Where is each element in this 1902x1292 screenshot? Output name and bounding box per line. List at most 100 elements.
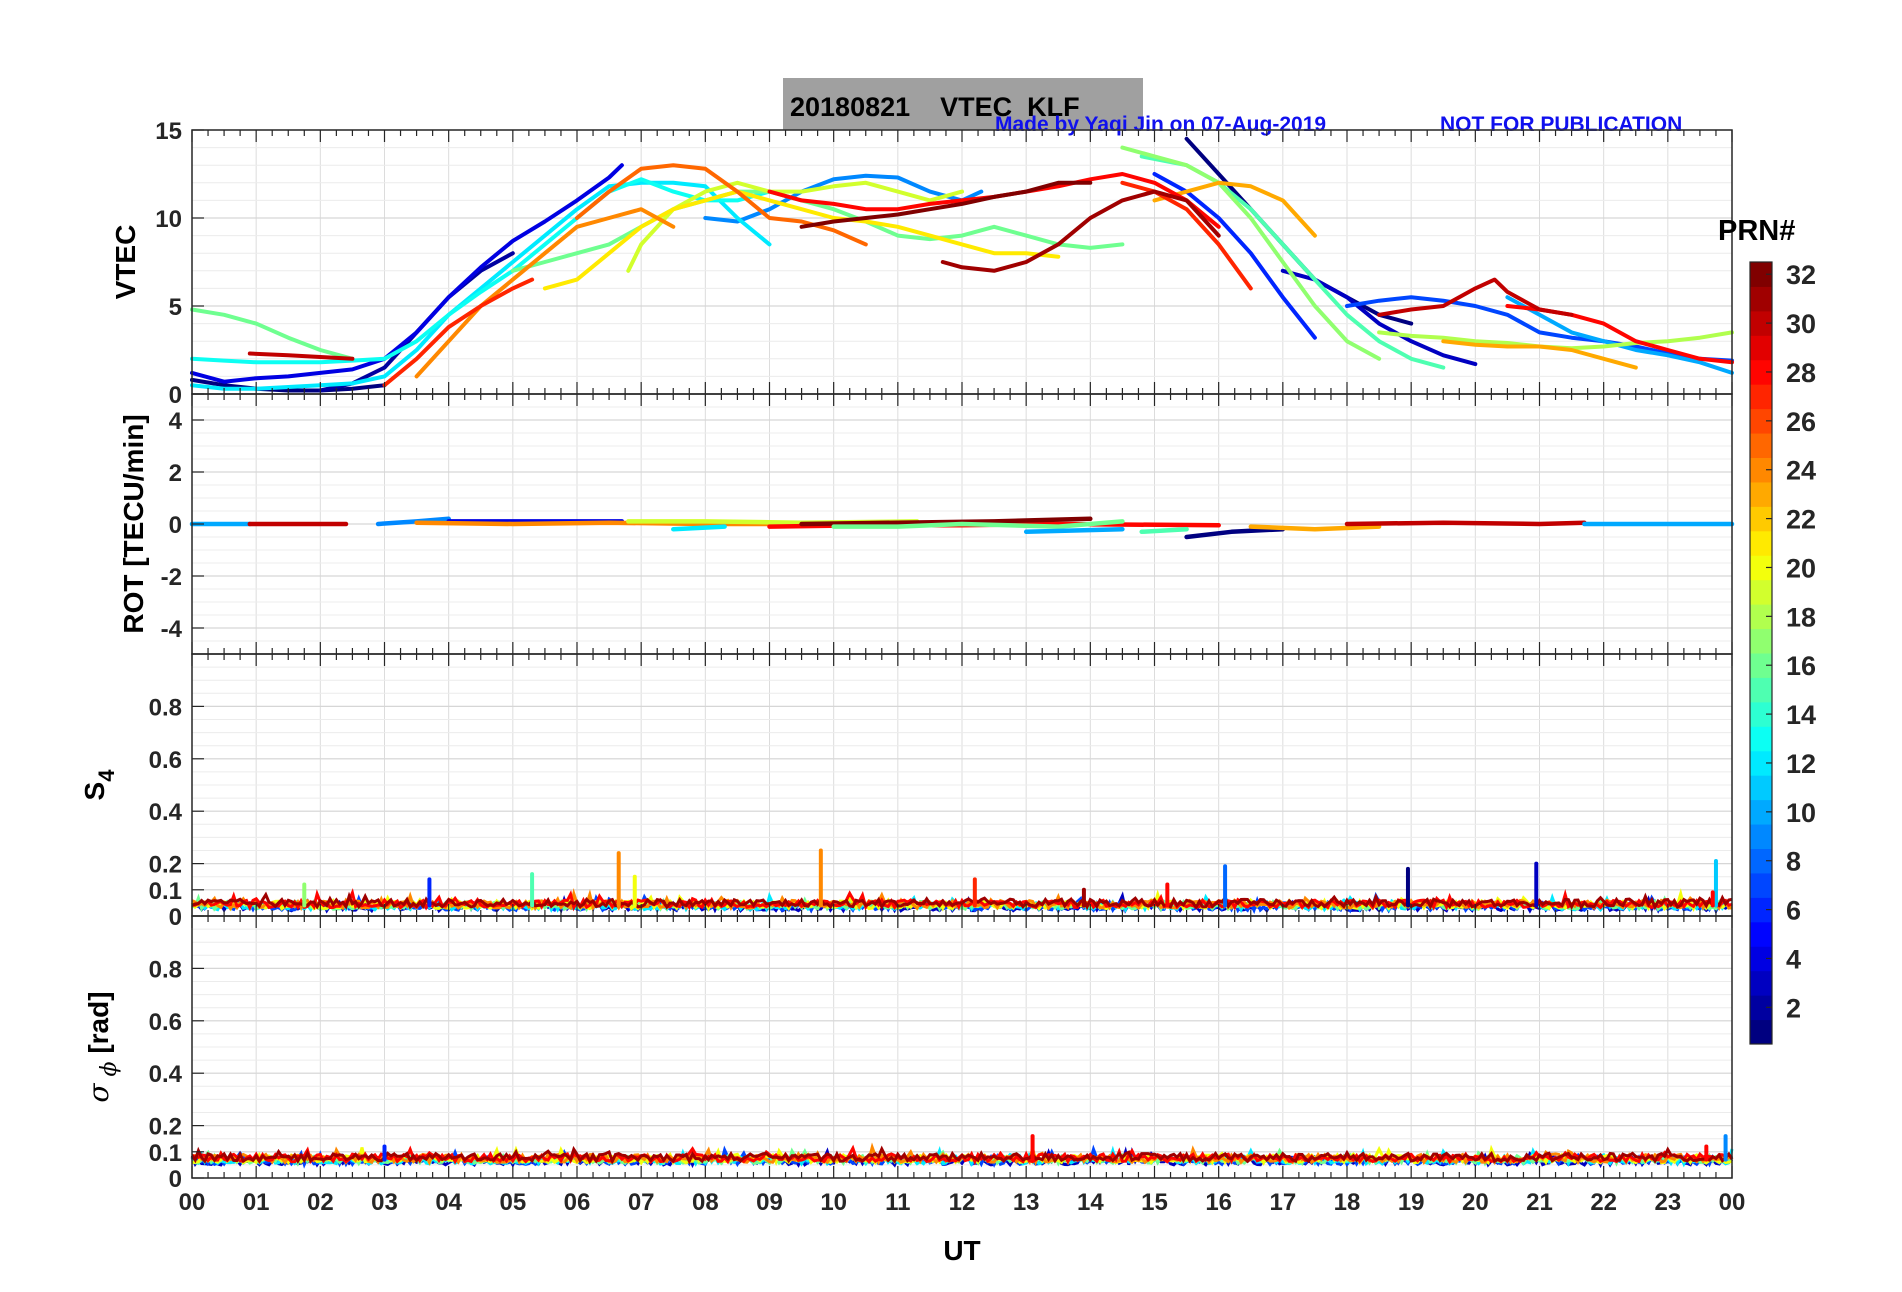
series-line-ROT-12 — [1184, 526, 1286, 540]
x-tick-label: 10 — [820, 1189, 847, 1216]
y-axis-label-VTEC: VTEC — [110, 225, 141, 300]
x-tick-label: 00 — [1719, 1189, 1746, 1216]
y-tick-label: 0.6 — [149, 747, 182, 774]
x-tick-label: 01 — [243, 1189, 270, 1216]
colorbar-cell-prn-18 — [1750, 604, 1772, 630]
series-line-VTEC-23 — [1120, 180, 1253, 291]
colorbar-cell-prn-19 — [1750, 579, 1772, 605]
series-line-VTEC-22 — [382, 277, 535, 388]
y-tick-label: 10 — [155, 206, 182, 233]
colorbar-cell-prn-17 — [1750, 628, 1772, 654]
y-axis-label-S4: S4 — [79, 769, 119, 801]
colorbar-cell-prn-20 — [1750, 555, 1772, 581]
y-tick-label: 2 — [169, 460, 182, 487]
x-tick-label: 15 — [1141, 1189, 1168, 1216]
y-tick-label: 0.1 — [149, 878, 182, 905]
series-line-VTEC-27 — [247, 351, 355, 361]
colorbar-cell-prn-32 — [1750, 262, 1772, 287]
series-line-VTEC-0 — [1184, 136, 1414, 326]
y-tick-label: 0.4 — [149, 1061, 183, 1088]
x-tick-label: 14 — [1077, 1189, 1104, 1216]
colorbar-tick-label: 28 — [1786, 358, 1816, 388]
x-tick-label: 16 — [1205, 1189, 1232, 1216]
series-line-VTEC-29 — [799, 180, 1093, 229]
colorbar-tick-label: 22 — [1786, 505, 1816, 535]
baseline-trace-sigma_phi-31 — [190, 1145, 1734, 1165]
colorbar-tick-label: 12 — [1786, 749, 1816, 779]
y-tick-label: 0.4 — [149, 799, 183, 826]
series-line-VTEC-17 — [542, 189, 1061, 291]
s4-main: S — [79, 782, 110, 801]
y-tick-label: 0 — [169, 1166, 182, 1193]
colorbar-cell-prn-2 — [1750, 995, 1772, 1021]
colorbar-cell-prn-21 — [1750, 530, 1772, 556]
colorbar-cell-prn-4 — [1750, 946, 1772, 972]
x-tick-label: 13 — [1013, 1189, 1040, 1216]
series-line-VTEC-10 — [190, 177, 772, 365]
y-tick-label: 0.6 — [149, 1009, 182, 1036]
colorbar-cell-prn-3 — [1750, 970, 1772, 996]
colorbar-cell-prn-14 — [1750, 701, 1772, 727]
colorbar-tick-label: 32 — [1786, 260, 1816, 290]
colorbar-cell-prn-15 — [1750, 677, 1772, 703]
series-line-VTEC-3 — [1280, 268, 1478, 367]
y-tick-label: 4 — [169, 408, 183, 435]
series-line-VTEC-28 — [940, 189, 1221, 273]
y-tick-label: 0 — [169, 904, 182, 931]
x-axis-label: UT — [943, 1235, 980, 1266]
series-line-ROT-8 — [799, 516, 1093, 527]
colorbar-cell-prn-1 — [1750, 1019, 1772, 1045]
panel-ROT: -4 -2 0 2 4 ROT [TECU/min] — [118, 393, 1735, 655]
colorbar-cell-prn-10 — [1750, 799, 1772, 825]
colorbar-tick-label: 10 — [1786, 798, 1816, 828]
colorbar-cell-prn-16 — [1750, 653, 1772, 678]
colorbar-tick-label: 4 — [1786, 944, 1801, 974]
colorbar-cell-prn-5 — [1750, 921, 1772, 947]
colorbar-tick-label: 18 — [1786, 602, 1816, 632]
series-line-VTEC-20 — [414, 207, 676, 379]
colorbar-cell-prn-7 — [1750, 872, 1772, 898]
colorbar-frame — [1749, 261, 1773, 1045]
x-tick-label: 09 — [756, 1189, 783, 1216]
notice-text: NOT FOR PUBLICATION — [1440, 113, 1682, 136]
x-tick-label: 11 — [885, 1189, 910, 1216]
colorbar-cell-prn-27 — [1750, 384, 1772, 410]
sigma-symbol: σ — [82, 1083, 115, 1103]
title-box — [783, 78, 1143, 130]
x-tick-label: 17 — [1269, 1189, 1296, 1216]
series-line-VTEC-16 — [626, 180, 964, 273]
series-line-ROT-9 — [831, 519, 1125, 529]
y-tick-label: -4 — [161, 616, 183, 643]
series-line-VTEC-18 — [1152, 180, 1317, 238]
series-line-ROT-14 — [1344, 520, 1587, 527]
series-line-VTEC-26 — [1377, 277, 1574, 317]
x-tick-label: 06 — [564, 1189, 591, 1216]
colorbar-cell-prn-30 — [1750, 310, 1772, 336]
rad-unit: [rad] — [83, 991, 114, 1061]
x-tick-label: 00 — [179, 1189, 206, 1216]
colorbar-tick-label: 14 — [1786, 700, 1816, 730]
colorbar-tick-label: 24 — [1786, 456, 1816, 486]
y-tick-label: 0.8 — [149, 694, 182, 721]
colorbar-cell-prn-6 — [1750, 897, 1772, 923]
x-tick-label: 05 — [499, 1189, 526, 1216]
x-tick-label: 22 — [1590, 1189, 1617, 1216]
series-line-VTEC-5 — [1152, 172, 1317, 340]
colorbar-cell-prn-11 — [1750, 775, 1772, 801]
y-tick-label: 15 — [155, 118, 182, 145]
colorbar-cell-prn-8 — [1750, 848, 1772, 874]
x-tick-label: 23 — [1654, 1189, 1681, 1216]
x-tick-label: 03 — [371, 1189, 398, 1216]
x-tick-label: 21 — [1526, 1189, 1553, 1216]
panel-VTEC: 0 5 10 15 VTEC — [110, 118, 1734, 409]
y-tick-label: 0.2 — [149, 1114, 182, 1141]
colorbar-cell-prn-23 — [1750, 481, 1772, 507]
colorbar-tick-label: 30 — [1786, 309, 1816, 339]
colorbar-tick-label: 8 — [1786, 847, 1801, 877]
colorbar-cell-prn-13 — [1750, 726, 1772, 752]
x-tick-label: 08 — [692, 1189, 719, 1216]
series-line-VTEC-4 — [190, 163, 624, 384]
